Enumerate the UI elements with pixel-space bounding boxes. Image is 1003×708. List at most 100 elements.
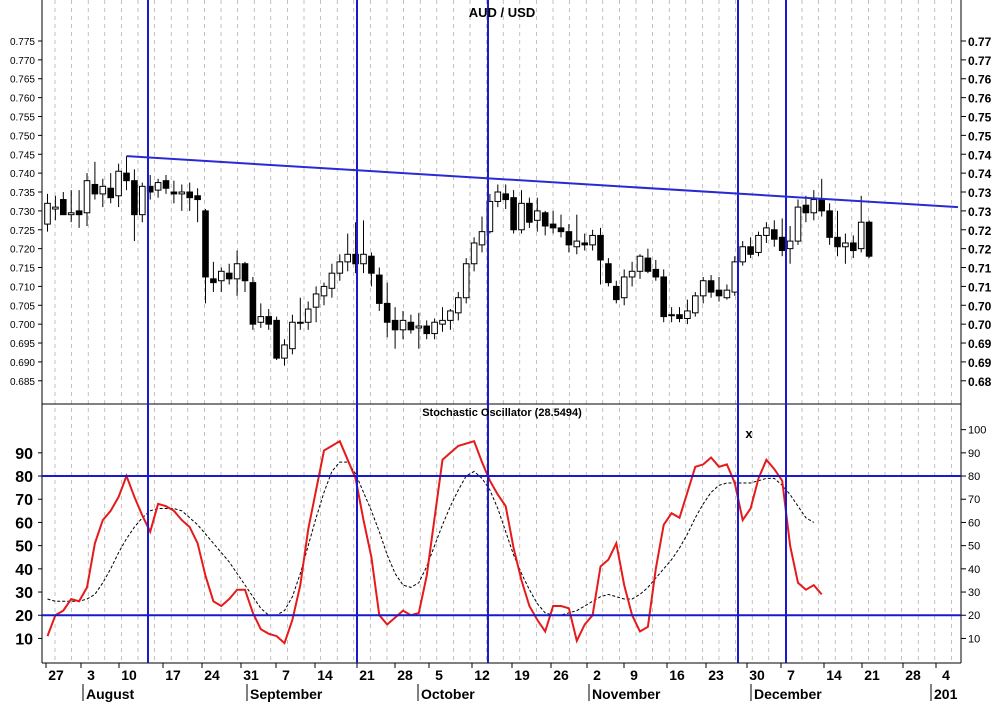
candle: [660, 269, 668, 323]
candle: [771, 220, 778, 247]
candle-body-up: [589, 234, 596, 246]
x-month-label: 201: [934, 686, 958, 702]
candle: [747, 237, 754, 259]
price-tick-label-left: 0.735: [10, 188, 35, 199]
price-tick-label-right: 0.69: [968, 337, 992, 351]
price-tick-label-right: 0.73: [968, 186, 992, 200]
candle-body-up: [470, 242, 478, 265]
candle-body-down: [186, 191, 193, 199]
candle: [652, 259, 660, 281]
candle: [455, 292, 462, 321]
price-tick-label-left: 0.705: [10, 301, 35, 312]
candle-body-down: [202, 210, 209, 278]
candle-body-down: [241, 263, 249, 282]
x-day-label: 4: [942, 667, 950, 683]
candle-body-down: [162, 180, 170, 189]
candle: [850, 235, 857, 259]
stoch-tick-label-left: 10: [15, 631, 33, 648]
stoch-tick-label-left: 90: [15, 446, 33, 463]
x-month-label: August: [86, 686, 135, 702]
price-tick-label-right: 0.71: [968, 262, 992, 276]
stoch-tick-label-right: 50: [968, 541, 980, 553]
candle: [304, 301, 312, 330]
x-day-label: 7: [787, 667, 795, 683]
candle-body-up: [478, 231, 486, 246]
x-day-label: 2: [593, 667, 601, 683]
candle-body-up: [447, 310, 454, 321]
candle: [52, 195, 59, 221]
candle-body-up: [455, 297, 462, 314]
candle-body-down: [652, 268, 660, 278]
candle: [131, 169, 138, 242]
candle-body-up: [636, 255, 644, 272]
candle: [439, 307, 446, 332]
candle-body-down: [352, 253, 359, 265]
candle-body-up: [344, 253, 351, 263]
x-month-label: November: [592, 686, 661, 702]
price-tick-label-left: 0.720: [10, 245, 35, 256]
price-tick-label-left: 0.710: [10, 282, 35, 293]
x-day-label: 28: [905, 667, 921, 683]
candle: [613, 280, 620, 304]
candle: [755, 231, 762, 257]
price-tick-label-right: 0.76: [968, 73, 992, 87]
x-day-label: 27: [48, 667, 64, 683]
candle: [202, 209, 209, 304]
candle-body-down: [565, 231, 573, 246]
candle: [605, 258, 612, 287]
x-day-label: 16: [669, 667, 685, 683]
x-day-label: 10: [121, 667, 137, 683]
candle-body-up: [763, 227, 770, 236]
candle-body-up: [328, 272, 336, 289]
x-axis: 27 3 10 17 24 31 7 14 21 28 5 12 19 26 2 9 16 23 30 7 14 21 28…: [45, 663, 958, 702]
candle: [273, 316, 280, 361]
stoch-tick-label-left: 50: [15, 539, 33, 556]
candle-body-down: [707, 280, 715, 293]
candle: [162, 175, 170, 194]
candle: [644, 248, 652, 274]
candle: [589, 229, 596, 251]
x-month-label: December: [754, 686, 822, 702]
candle-body-up: [233, 263, 241, 280]
candle: [218, 267, 225, 293]
candle-body-up: [154, 182, 162, 191]
candle: [123, 156, 130, 191]
price-tick-label-left: 0.725: [10, 226, 35, 237]
candle-body-down: [273, 319, 280, 359]
candle: [510, 190, 517, 234]
candle-body-down: [834, 236, 841, 248]
x-day-label: 26: [553, 667, 569, 683]
candle: [494, 184, 502, 208]
candle: [320, 282, 328, 306]
candle-body-down: [423, 325, 430, 335]
candle: [431, 318, 438, 340]
candle: [802, 195, 810, 223]
candle: [557, 214, 565, 238]
price-tick-label-left: 0.770: [10, 56, 35, 67]
vertical-markers: [147, 0, 787, 663]
x-day-label: 14: [317, 667, 333, 683]
candle-body-down: [265, 316, 272, 325]
x-day-label: 17: [165, 667, 181, 683]
stoch-tick-label-right: 70: [968, 494, 980, 506]
candle: [289, 314, 296, 355]
candle: [502, 184, 509, 209]
price-tick-label-right: 0.77: [968, 54, 992, 68]
candle-body-down: [376, 274, 383, 304]
candle-body-down: [526, 202, 533, 223]
candle: [723, 284, 731, 300]
stoch-tick-label-left: 60: [15, 515, 33, 532]
price-tick-label-left: 0.730: [10, 207, 35, 218]
candle-body-up: [115, 170, 122, 197]
x-month-label: October: [421, 686, 475, 702]
x-day-label: 14: [826, 667, 842, 683]
candle: [676, 307, 683, 323]
candle-body-down: [826, 210, 833, 238]
candle-body-down: [123, 172, 130, 182]
candle: [518, 190, 525, 234]
candle: [225, 263, 233, 285]
x-day-label: 12: [474, 667, 490, 683]
price-tick-label-right: 0.73: [968, 205, 992, 219]
candle: [715, 276, 723, 302]
candle-body-up: [139, 185, 146, 216]
